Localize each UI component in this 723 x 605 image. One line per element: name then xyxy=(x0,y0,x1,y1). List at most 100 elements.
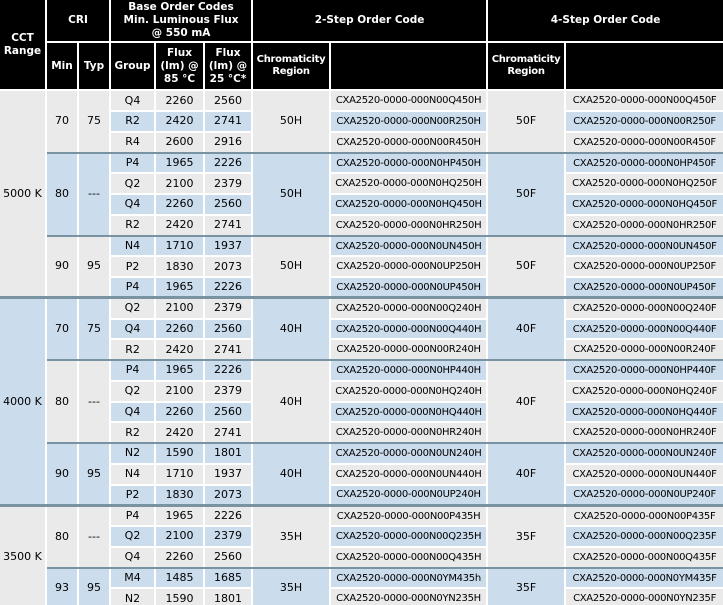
flux-25c-cell: 2073 xyxy=(204,256,254,279)
flux-group-cell: N2 xyxy=(110,588,157,605)
flux-group-cell: Q4 xyxy=(110,90,157,113)
order-code-2step-cell: CXA2520-0000-000N0HQ240H xyxy=(330,380,489,403)
chromaticity-2step-cell: 35H xyxy=(252,505,332,569)
table-header: CCT Range CRI Base Order Codes Min. Lumi… xyxy=(0,0,723,92)
flux-25c-cell: 1685 xyxy=(204,567,254,590)
header-flux-25c: Flux (lm) @ 25 °C* xyxy=(204,42,254,92)
order-code-2step-cell: CXA2520-0000-000N0HQ440H xyxy=(330,401,489,424)
order-code-2step-cell: CXA2520-0000-000N0HP440H xyxy=(330,360,489,382)
flux-25c-cell: 2379 xyxy=(204,526,254,548)
flux-85c-cell: 2420 xyxy=(155,339,206,362)
chromaticity-4step-cell: 35F xyxy=(487,505,567,569)
order-code-2step-cell: CXA2520-0000-000N00Q240H xyxy=(330,297,489,320)
flux-25c-cell: 2379 xyxy=(204,173,254,196)
cri-typ-cell: --- xyxy=(78,505,112,569)
table-row: 5000 K 70 75 Q4 2260 2560 50H CXA2520-0000-000N… xyxy=(0,90,723,300)
flux-group-cell: P2 xyxy=(110,484,157,507)
header-chromaticity-4step: Chromaticity Region xyxy=(487,42,567,92)
order-code-4step-cell: CXA2520-0000-000N0UP450F xyxy=(565,277,723,300)
header-4step-code-spacer xyxy=(565,42,723,92)
chromaticity-2step-cell: 50H xyxy=(252,152,332,237)
header-cri-typ: Typ xyxy=(78,42,112,92)
flux-25c-cell: 1801 xyxy=(204,443,254,465)
cct-range-cell: 3500 K xyxy=(0,505,47,605)
flux-25c-cell: 2560 xyxy=(204,318,254,341)
flux-85c-cell: 2420 xyxy=(155,111,206,133)
order-code-2step-cell: CXA2520-0000-000N00Q235H xyxy=(330,526,489,548)
table-row: Q4 2260 2560 CXA2520-0000-000N00Q440H CXA252… xyxy=(0,318,723,341)
order-code-4step-cell: CXA2520-0000-000N0UN440F xyxy=(565,463,723,486)
cri-typ-cell: 75 xyxy=(78,297,112,362)
flux-25c-cell: 2741 xyxy=(204,111,254,133)
table-row: P4 1965 2226 CXA2520-0000-000N0UP450H CXA252… xyxy=(0,277,723,300)
flux-25c-cell: 2560 xyxy=(204,90,254,113)
order-code-2step-cell: CXA2520-0000-000N00R250H xyxy=(330,111,489,133)
flux-25c-cell: 2560 xyxy=(204,546,254,569)
table-body: 5000 K 70 75 Q4 2260 2560 50H CXA2520-0000-000N… xyxy=(0,90,723,605)
flux-85c-cell: 1830 xyxy=(155,484,206,507)
chromaticity-2step-cell: 40H xyxy=(252,297,332,362)
cct-range-cell: 4000 K xyxy=(0,297,47,507)
order-code-4step-cell: CXA2520-0000-000N0HQ450F xyxy=(565,194,723,216)
flux-group-cell: Q2 xyxy=(110,380,157,403)
flux-85c-cell: 2100 xyxy=(155,380,206,403)
cri-typ-cell: --- xyxy=(78,360,112,445)
order-code-2step-cell: CXA2520-0000-000N0HQ250H xyxy=(330,173,489,196)
order-code-4step-cell: CXA2520-0000-000N0HR240F xyxy=(565,422,723,445)
header-flux-85c: Flux (lm) @ 85 °C xyxy=(155,42,206,92)
order-code-2step-cell: CXA2520-0000-000N0UN440H xyxy=(330,463,489,486)
table-row: Q4 2260 2560 CXA2520-0000-000N00Q435H CXA252… xyxy=(0,546,723,569)
flux-25c-cell: 2379 xyxy=(204,380,254,403)
flux-group-cell: M4 xyxy=(110,567,157,590)
cri-typ-cell: 95 xyxy=(78,443,112,507)
flux-85c-cell: 1710 xyxy=(155,235,206,258)
flux-85c-cell: 1485 xyxy=(155,567,206,590)
order-code-2step-cell: CXA2520-0000-000N0YN235H xyxy=(330,588,489,605)
flux-25c-cell: 2741 xyxy=(204,422,254,445)
order-code-4step-cell: CXA2520-0000-000N0HR250F xyxy=(565,214,723,237)
order-code-2step-cell: CXA2520-0000-000N0HQ450H xyxy=(330,194,489,216)
flux-85c-cell: 2100 xyxy=(155,297,206,320)
order-code-4step-cell: CXA2520-0000-000N0UP240F xyxy=(565,484,723,507)
table-row: Q2 2100 2379 CXA2520-0000-000N0HQ240H CXA252… xyxy=(0,380,723,403)
cri-min-cell: 80 xyxy=(46,152,79,237)
table-row: Q2 2100 2379 CXA2520-0000-000N0HQ250H CXA252… xyxy=(0,173,723,196)
flux-85c-cell: 1965 xyxy=(155,360,206,382)
flux-group-cell: Q4 xyxy=(110,194,157,216)
header-cri-min: Min xyxy=(46,42,79,92)
flux-25c-cell: 2226 xyxy=(204,277,254,300)
order-code-4step-cell: CXA2520-0000-000N0HQ440F xyxy=(565,401,723,424)
flux-group-cell: R4 xyxy=(110,131,157,154)
order-code-4step-cell: CXA2520-0000-000N0UN450F xyxy=(565,235,723,258)
flux-group-cell: N2 xyxy=(110,443,157,465)
flux-25c-cell: 1937 xyxy=(204,235,254,258)
flux-85c-cell: 1965 xyxy=(155,505,206,528)
table-row: R2 2420 2741 CXA2520-0000-000N00R250H CXA252… xyxy=(0,111,723,133)
flux-85c-cell: 2260 xyxy=(155,90,206,113)
flux-25c-cell: 2226 xyxy=(204,505,254,528)
flux-25c-cell: 2560 xyxy=(204,194,254,216)
order-code-2step-cell: CXA2520-0000-000N00Q450H xyxy=(330,90,489,113)
header-cri: CRI xyxy=(46,0,112,44)
table-row: Q4 2260 2560 CXA2520-0000-000N0HQ440H CXA252… xyxy=(0,401,723,424)
order-code-4step-cell: CXA2520-0000-000N0UP250F xyxy=(565,256,723,279)
chromaticity-4step-cell: 40F xyxy=(487,443,567,507)
cri-min-cell: 70 xyxy=(46,297,79,362)
cri-typ-cell: 95 xyxy=(78,235,112,300)
chromaticity-2step-cell: 35H xyxy=(252,567,332,605)
flux-85c-cell: 1590 xyxy=(155,443,206,465)
header-2step-code-spacer xyxy=(330,42,489,92)
flux-group-cell: Q4 xyxy=(110,401,157,424)
header-cct-range: CCT Range xyxy=(0,0,47,92)
flux-85c-cell: 1965 xyxy=(155,152,206,175)
flux-25c-cell: 1937 xyxy=(204,463,254,486)
order-code-4step-cell: CXA2520-0000-000N00Q450F xyxy=(565,90,723,113)
order-code-4step-cell: CXA2520-0000-000N00P435F xyxy=(565,505,723,528)
order-code-4step-cell: CXA2520-0000-000N00Q435F xyxy=(565,546,723,569)
chromaticity-4step-cell: 40F xyxy=(487,297,567,362)
flux-85c-cell: 2260 xyxy=(155,401,206,424)
order-code-4step-cell: CXA2520-0000-000N00Q235F xyxy=(565,526,723,548)
flux-85c-cell: 2100 xyxy=(155,173,206,196)
flux-85c-cell: 2420 xyxy=(155,422,206,445)
flux-85c-cell: 1830 xyxy=(155,256,206,279)
